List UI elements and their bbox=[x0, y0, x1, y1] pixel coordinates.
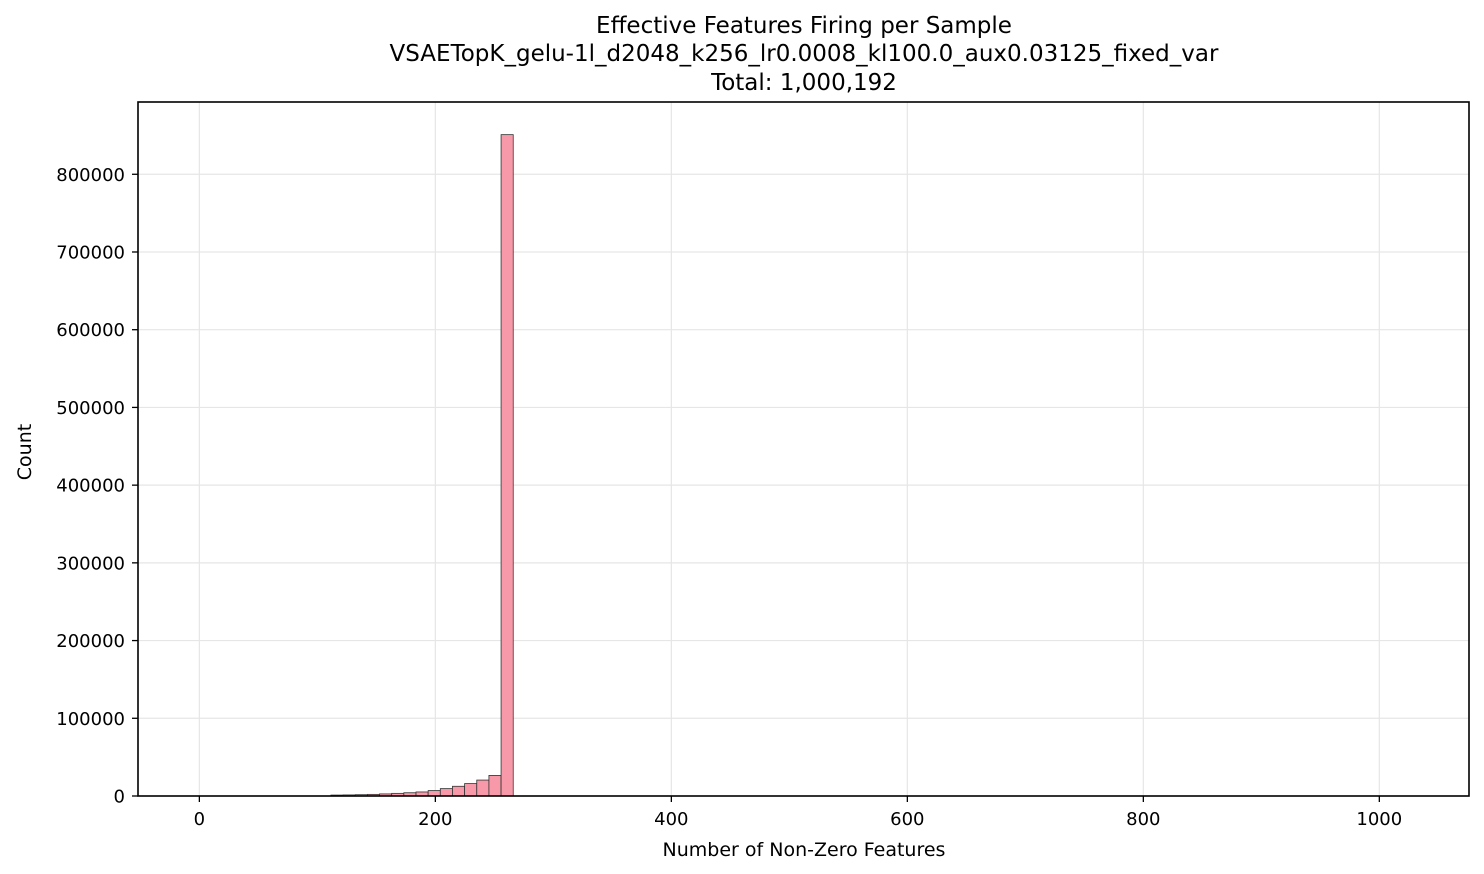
x-tick-label: 1000 bbox=[1356, 809, 1402, 830]
grid-lines bbox=[138, 102, 1469, 797]
y-tick-label: 800000 bbox=[56, 165, 125, 186]
x-tick-label: 800 bbox=[1126, 809, 1160, 830]
chart-title-line-2: VSAETopK_gelu-1l_d2048_k256_lr0.0008_kl1… bbox=[390, 41, 1219, 67]
histogram-bar bbox=[464, 783, 478, 797]
y-tick-label: 100000 bbox=[56, 709, 125, 730]
y-tick-label: 200000 bbox=[56, 631, 125, 652]
histogram-bar bbox=[500, 134, 514, 797]
chart-title-line-3: Total: 1,000,192 bbox=[710, 70, 897, 96]
x-axis-label: Number of Non-Zero Features bbox=[663, 839, 946, 861]
histogram-bar bbox=[427, 790, 441, 797]
y-tick-label: 500000 bbox=[56, 398, 125, 419]
x-tick-label: 200 bbox=[418, 809, 452, 830]
y-tick-label: 700000 bbox=[56, 242, 125, 263]
histogram-bar bbox=[476, 779, 490, 797]
x-tick-label: 0 bbox=[194, 809, 205, 830]
y-axis-label: Count bbox=[14, 424, 36, 480]
histogram-bars bbox=[330, 134, 514, 797]
histogram-bar bbox=[488, 775, 502, 797]
histogram-bar bbox=[452, 785, 466, 797]
y-tick-label: 300000 bbox=[56, 553, 125, 574]
y-tick-label: 400000 bbox=[56, 476, 125, 497]
plot-frame bbox=[137, 101, 1470, 797]
y-tick-label: 0 bbox=[114, 787, 125, 808]
x-tick-label: 400 bbox=[654, 809, 688, 830]
x-tick-label: 600 bbox=[890, 809, 924, 830]
chart-title-line-1: Effective Features Firing per Sample bbox=[596, 13, 1012, 39]
histogram-bar bbox=[439, 788, 453, 797]
y-tick-label: 600000 bbox=[56, 320, 125, 341]
axis-ticks: 0 200 400 600 800 1000 0 100000 200000 300000 4000… bbox=[56, 165, 1402, 830]
